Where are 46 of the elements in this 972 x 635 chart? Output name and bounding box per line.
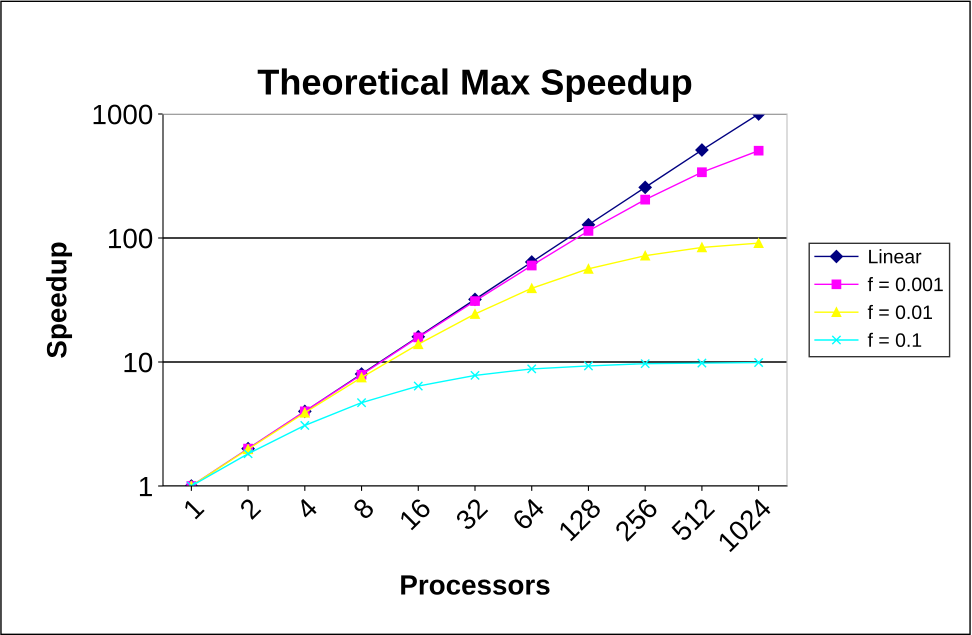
point bbox=[754, 358, 764, 368]
point bbox=[470, 370, 480, 380]
y-tick-label: 10 bbox=[124, 352, 152, 372]
point bbox=[470, 309, 480, 319]
y-tick-label: 100 bbox=[109, 228, 152, 248]
x-tick-label: 32 bbox=[454, 497, 488, 532]
legend-label: f = 0.01 bbox=[868, 304, 932, 320]
point bbox=[584, 264, 594, 274]
legend-label: Linear bbox=[869, 249, 922, 264]
point bbox=[300, 420, 310, 430]
point bbox=[754, 146, 764, 156]
point bbox=[640, 194, 650, 204]
point bbox=[413, 381, 424, 391]
point bbox=[356, 372, 366, 382]
chart-title: Theoretical Max Speedup bbox=[258, 68, 692, 102]
point bbox=[697, 167, 707, 178]
point bbox=[526, 364, 537, 374]
point bbox=[754, 238, 764, 248]
point bbox=[584, 361, 594, 371]
y-tick-label: 1000 bbox=[94, 104, 152, 124]
point bbox=[584, 226, 594, 236]
y-tick-label: 1 bbox=[140, 476, 152, 496]
x-axis-title: Processors bbox=[401, 575, 550, 595]
x-tick-label: 128 bbox=[558, 497, 602, 542]
point bbox=[640, 358, 650, 368]
x-tick-label: 2 bbox=[238, 497, 262, 520]
point bbox=[413, 332, 424, 342]
point bbox=[638, 180, 652, 194]
point bbox=[640, 250, 650, 261]
x-tick-label: 64 bbox=[511, 496, 546, 531]
point bbox=[356, 398, 366, 408]
point bbox=[526, 283, 537, 294]
point bbox=[526, 260, 537, 270]
point bbox=[695, 143, 708, 157]
point bbox=[697, 358, 707, 368]
x-tick-label: 1 bbox=[182, 497, 205, 520]
legend-label: f = 0.1 bbox=[868, 332, 922, 347]
point bbox=[413, 339, 424, 350]
y-axis-title: Speedup bbox=[46, 242, 72, 358]
x-tick-label: 256 bbox=[614, 497, 659, 542]
x-tick-label: 8 bbox=[352, 497, 376, 520]
x-tick-label: 16 bbox=[398, 497, 432, 530]
x-tick-label: 512 bbox=[670, 497, 716, 542]
x-tick-label: 4 bbox=[295, 497, 318, 520]
point bbox=[697, 242, 707, 252]
legend-label: f = 0.001 bbox=[868, 277, 943, 292]
